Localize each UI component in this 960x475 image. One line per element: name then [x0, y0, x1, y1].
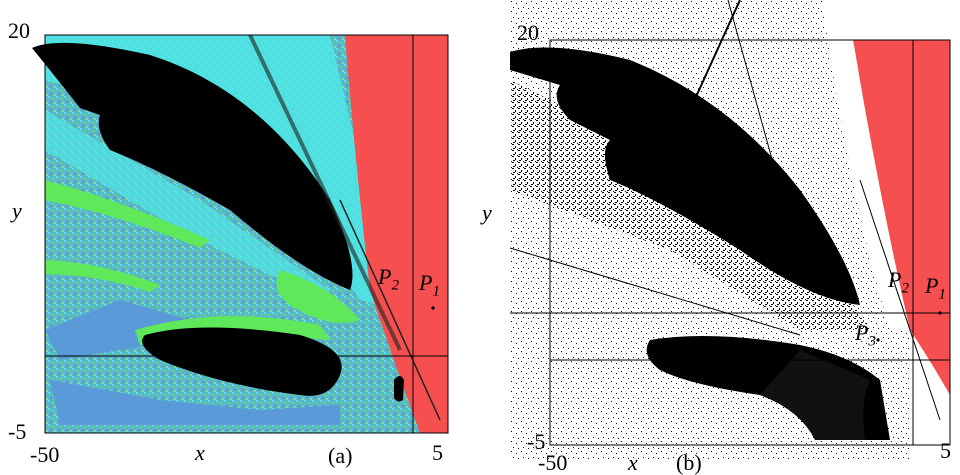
- basin-red: [345, 35, 448, 433]
- x-right-label: 5: [940, 438, 951, 463]
- plot-frame: [44, 34, 449, 434]
- point-p3-label: P3: [855, 320, 876, 350]
- y-bottom-label: -5: [8, 419, 27, 444]
- attractor-small: [394, 376, 404, 402]
- y-top-label: 20: [517, 20, 539, 45]
- x-axis-label: x: [195, 440, 205, 465]
- spike-line-4: [859, 179, 941, 421]
- panel-a: 20 y -5 -50 x (a) 5 P2 P1: [0, 0, 470, 471]
- panel-tag: (a): [328, 443, 353, 468]
- point-p2-label: P2: [888, 267, 909, 297]
- y-top-label: 20: [8, 18, 30, 43]
- point-p1-marker: [431, 306, 435, 310]
- point-p3-marker: [876, 338, 880, 342]
- basin-blue-band-2: [50, 380, 340, 425]
- plot-frame: [549, 39, 951, 446]
- point-p2-label: P2: [378, 264, 399, 294]
- basin-cyan-band-2: [45, 110, 330, 300]
- basin-blue-band: [45, 300, 190, 360]
- manifold-line: [248, 34, 402, 351]
- attractor-lower: [142, 327, 342, 396]
- panel-b-plot: [509, 0, 951, 460]
- basin-green-band-1: [45, 180, 210, 248]
- spike-line-3: [509, 247, 801, 336]
- attractor-lower-fan: [760, 350, 870, 440]
- panel-b: 20 y -5 -50 x (b) 5 P2 P1 P3: [470, 0, 960, 475]
- basin-green-band-2: [276, 270, 360, 323]
- x-axis-label: x: [628, 450, 638, 475]
- point-p1-label: P1: [419, 270, 440, 300]
- basin-cyan-band: [45, 35, 395, 310]
- y-bottom-label: -5: [527, 429, 546, 454]
- y-axis-label: y: [12, 198, 22, 223]
- x-left-label: -50: [30, 442, 60, 467]
- point-p1-label: P1: [925, 273, 946, 303]
- panel-tag: (b): [676, 450, 702, 475]
- panel-a-plot: [32, 34, 449, 434]
- basin-white: [822, 0, 950, 330]
- manifold-line-2: [339, 199, 441, 421]
- spike-line-1: [689, 0, 741, 111]
- attractor-upper: [32, 42, 353, 291]
- x-right-label: 5: [432, 440, 443, 465]
- y-axis-label: y: [482, 200, 492, 225]
- point-p1-marker: [938, 311, 942, 315]
- spike-line-2: [727, 0, 776, 171]
- basin-red: [853, 40, 950, 395]
- x-left-label: -50: [538, 450, 568, 475]
- basin-green-band-4: [45, 260, 160, 292]
- attractor-upper: [510, 47, 860, 305]
